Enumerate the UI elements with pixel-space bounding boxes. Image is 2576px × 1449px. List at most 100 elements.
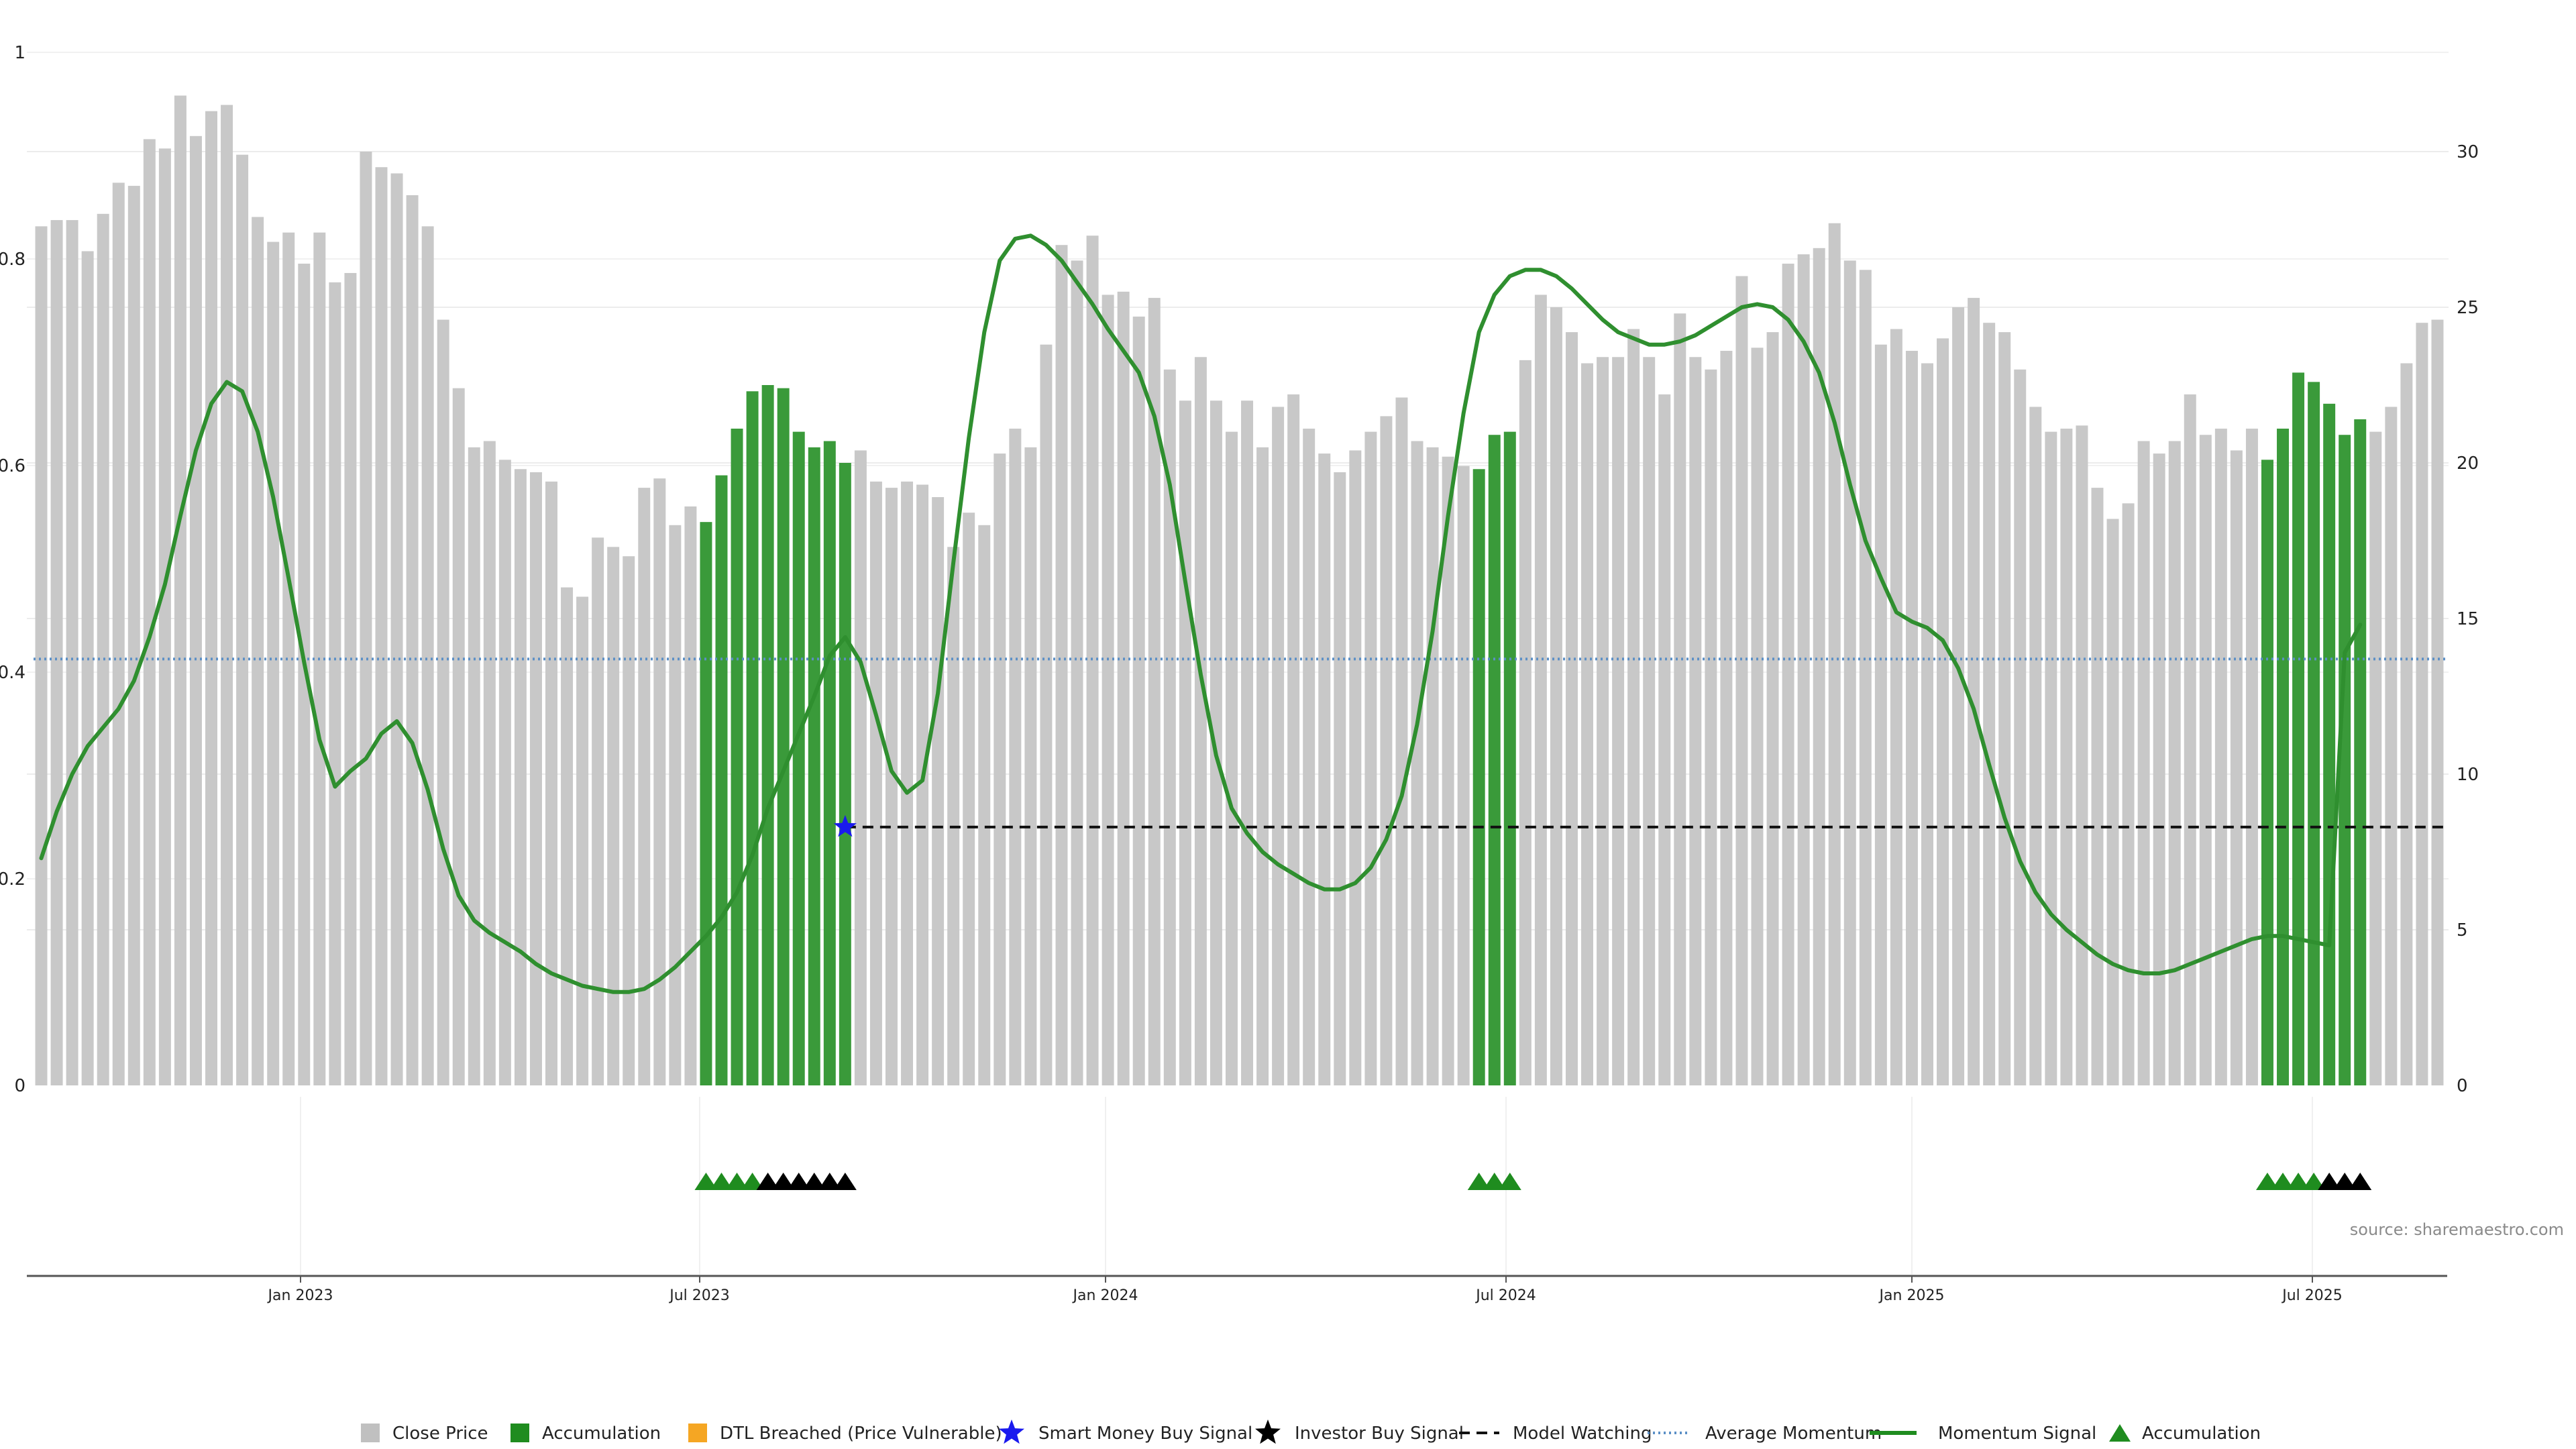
momentum-signal-line [39, 233, 2363, 994]
accumulation-triangle [710, 1173, 733, 1190]
accumulation-bar [746, 391, 759, 1085]
close-price-bar [1395, 397, 1408, 1085]
close-price-bar [2029, 407, 2042, 1085]
close-price-bar [267, 241, 280, 1085]
close-price-bar [1565, 332, 1578, 1085]
close-price-bar [97, 213, 109, 1085]
investor-buy-triangle [771, 1173, 795, 1190]
close-price-bar [653, 478, 666, 1085]
close-price-bar [390, 173, 403, 1086]
close-price-bar [452, 388, 465, 1085]
close-price-bar [174, 95, 186, 1086]
close-price-bar [1210, 400, 1222, 1085]
close-price-bar [2153, 453, 2165, 1085]
close-price-bar [1457, 466, 1470, 1085]
close-price-bar [1287, 394, 1300, 1086]
accumulation-bar [808, 447, 820, 1085]
close-price-bar [669, 525, 682, 1085]
close-price-bar [1581, 363, 1593, 1085]
close-price-bar [932, 497, 945, 1085]
close-price-bar [978, 525, 991, 1085]
close-price-bar [1874, 344, 1887, 1086]
left-axis-tick-label: 0.8 [0, 250, 25, 270]
accumulation-bar [700, 522, 712, 1085]
close-price-bar [1782, 264, 1794, 1085]
close-price-bar [360, 152, 372, 1085]
legend: Close Price Accumulation DTL Breached (Pri… [361, 1419, 2261, 1444]
close-price-bar [1380, 416, 1393, 1085]
close-price-bar [1024, 447, 1037, 1085]
close-price-bar [1179, 400, 1191, 1085]
close-price-bar [1132, 316, 1145, 1085]
investor-buy-triangle [833, 1173, 857, 1190]
close-price-bar [1256, 447, 1269, 1085]
accumulation-bar [2339, 435, 2351, 1085]
legend-label: Model Watching [1513, 1424, 1652, 1444]
close-price-bar [50, 220, 63, 1086]
right-axis-tick-label: 10 [2457, 765, 2479, 785]
close-price-bar [1968, 298, 1980, 1086]
close-price-bar [1163, 369, 1176, 1085]
close-price-bar [1705, 369, 1717, 1085]
accumulation-triangle [2287, 1173, 2310, 1190]
legend-label: Momentum Signal [1938, 1424, 2096, 1444]
legend-star [1255, 1419, 1281, 1444]
accumulation-triangle [2271, 1173, 2295, 1190]
x-axis-tick-label: Jul 2025 [2281, 1287, 2343, 1304]
accumulation-triangle [1498, 1173, 1521, 1190]
close-price-bar [1364, 431, 1377, 1085]
accumulation-bar [2261, 460, 2273, 1085]
close-price-bar [1597, 357, 1609, 1085]
close-price-bar [1117, 291, 1130, 1085]
close-price-bar [592, 537, 604, 1085]
right-axis-tick-label: 30 [2457, 142, 2479, 162]
close-price-bar [561, 587, 574, 1085]
close-price-bar [1720, 350, 1733, 1086]
close-price-bar [1658, 394, 1671, 1086]
close-price-bar [1766, 332, 1779, 1085]
close-price-bar [1843, 260, 1856, 1085]
legend-star [999, 1419, 1024, 1444]
close-price-bar [854, 450, 867, 1085]
legend-swatch [511, 1424, 529, 1442]
close-price-bar [1998, 332, 2011, 1085]
close-price-bar [869, 481, 882, 1085]
accumulation-bar [715, 475, 728, 1085]
right-axis-tick-label: 25 [2457, 298, 2479, 318]
accumulation-bar [2277, 428, 2290, 1085]
close-price-bar [1272, 407, 1285, 1085]
close-price-bar [2214, 428, 2227, 1085]
left-axis-tick-label: 0 [14, 1076, 25, 1096]
close-price-bar [252, 217, 264, 1086]
close-price-bar [344, 272, 357, 1086]
close-price-bar [483, 441, 496, 1085]
x-axis-tick-label: Jan 2024 [1072, 1287, 1138, 1304]
investor-buy-triangle [2333, 1173, 2357, 1190]
close-price-bar [143, 139, 156, 1086]
close-price-bar [1612, 357, 1625, 1085]
accumulation-bar [2354, 419, 2367, 1085]
close-price-bar [1194, 357, 1207, 1085]
close-price-bar [81, 251, 94, 1086]
legend-label: Accumulation [2142, 1424, 2261, 1444]
close-price-bar [298, 264, 311, 1085]
close-price-bar [221, 105, 233, 1085]
accumulation-triangle [1467, 1173, 1491, 1190]
x-axis-tick-label: Jan 2023 [267, 1287, 333, 1304]
close-price-bar [963, 513, 975, 1085]
close-price-bar [2091, 488, 2104, 1085]
close-price-bar [1241, 400, 1254, 1085]
investor-buy-triangle [787, 1173, 810, 1190]
close-price-bar [1983, 323, 1996, 1086]
accumulation-bar [761, 385, 774, 1085]
signal-timeline [694, 1173, 2372, 1190]
accumulation-triangle [741, 1173, 764, 1190]
close-price-bar [1009, 428, 1022, 1085]
close-price-bar [2122, 503, 2135, 1085]
close-price-bar [1550, 307, 1562, 1085]
x-axis-tick-label: Jul 2024 [1474, 1287, 1536, 1304]
accumulation-bar [1503, 431, 1516, 1085]
close-price-bar [994, 453, 1006, 1085]
